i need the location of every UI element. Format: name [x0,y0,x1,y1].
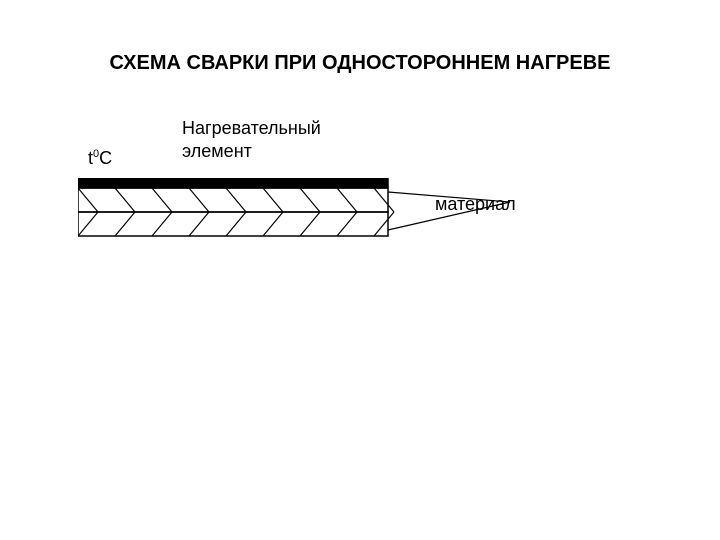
welding-diagram [78,178,538,248]
diagram-title: СХЕМА СВАРКИ ПРИ ОДНОСТОРОННЕМ НАГРЕВЕ [0,52,720,75]
temperature-label: t0C [88,148,112,169]
heater-label: Нагревательный элемент [182,117,321,162]
heater-line1: Нагревательный [182,118,321,138]
temp-unit: C [99,148,112,168]
heater-line2: элемент [182,141,252,161]
